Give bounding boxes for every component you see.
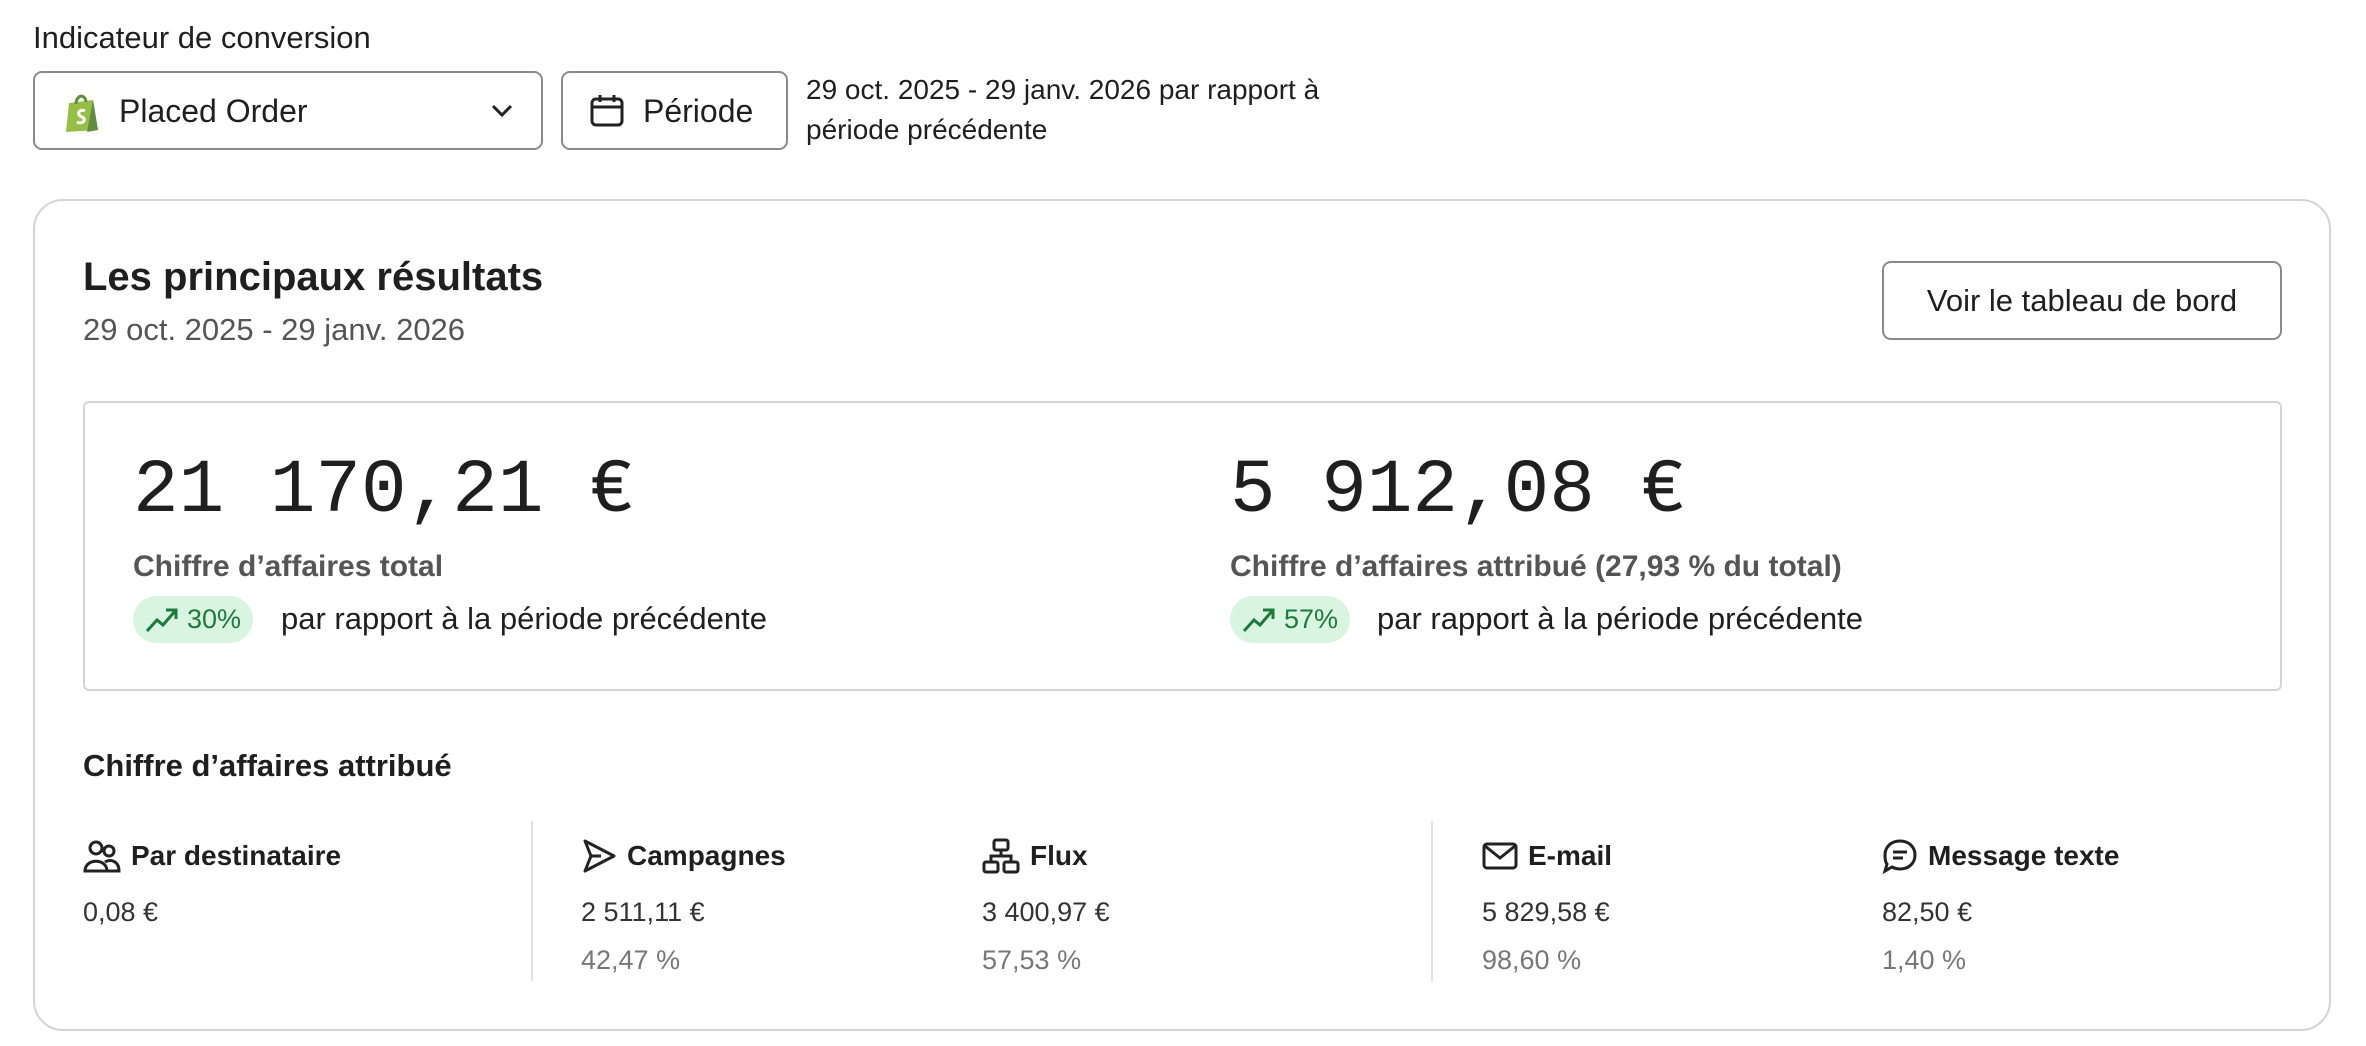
mail-icon <box>1482 842 1518 870</box>
column-share: 1,40 % <box>1882 945 1967 975</box>
send-icon <box>583 839 616 873</box>
chevron-icon <box>491 104 513 118</box>
kpi-value: 21 170,21 € <box>133 448 635 534</box>
change-value: 57% <box>1284 604 1339 634</box>
column-title: Campagnes <box>627 840 786 871</box>
column-header: Par destinataire <box>83 838 341 874</box>
column-title: Flux <box>1030 840 1088 871</box>
column-value: 2 511,11 € <box>581 897 705 927</box>
column-share: 98,60 % <box>1482 945 1582 975</box>
calendar-icon <box>590 95 624 127</box>
card-title: Les principaux résultats <box>83 255 544 299</box>
column-header: Message texte <box>1882 838 2119 874</box>
kpi-comparison: par rapport à la période précédente <box>1377 601 1863 636</box>
period-text: période précédente <box>806 114 1048 145</box>
dashboard-button[interactable]: Voir le tableau de bord <box>1882 261 2282 340</box>
column-header: Flux <box>982 838 1088 874</box>
field-label: Indicateur de conversion <box>33 20 371 55</box>
column-value: 3 400,97 € <box>982 897 1110 927</box>
shopify-icon <box>66 94 98 132</box>
kpi-comparison: par rapport à la période précédente <box>281 601 767 636</box>
column-value: 0,08 € <box>83 897 159 927</box>
column-title: E-mail <box>1528 840 1613 871</box>
period-text: 29 oct. 2025 - 29 janv. 2026 par rapport… <box>806 74 1320 105</box>
period-label: Période <box>643 93 754 129</box>
kpi-box <box>83 401 2282 691</box>
trend-icon <box>1242 608 1275 632</box>
kpi-value: 5 912,08 € <box>1230 448 1687 534</box>
kpi-label: Chiffre d’affaires total <box>133 550 444 583</box>
flow-icon <box>982 838 1020 874</box>
column-share: 57,53 % <box>982 945 1082 975</box>
column-value: 5 829,58 € <box>1482 897 1610 927</box>
trend-icon <box>145 608 178 632</box>
column-value: 82,50 € <box>1882 897 1973 927</box>
column-title: Message texte <box>1928 840 2120 871</box>
message-icon <box>1882 839 1917 874</box>
column-header: Campagnes <box>581 838 786 874</box>
change-badge: 57% <box>1230 596 1351 643</box>
divider <box>531 821 533 981</box>
change-badge: 30% <box>133 596 254 643</box>
column-share: 42,47 % <box>581 945 681 975</box>
divider <box>1431 821 1433 981</box>
card-subtitle: 29 oct. 2025 - 29 janv. 2026 <box>83 312 466 347</box>
people-icon <box>83 840 121 873</box>
column-header: E-mail <box>1482 838 1612 874</box>
column-title: Par destinataire <box>131 840 342 871</box>
kpi-label: Chiffre d’affaires attribué (27,93 % du … <box>1230 550 1842 583</box>
metric-value: Placed Order <box>119 93 308 129</box>
metric-dropdown[interactable]: Placed Order <box>33 71 543 150</box>
period-button[interactable]: Période <box>561 71 788 150</box>
section-title: Chiffre d’affaires attribué <box>83 748 452 783</box>
results-card <box>33 199 2331 1031</box>
change-value: 30% <box>187 604 242 634</box>
